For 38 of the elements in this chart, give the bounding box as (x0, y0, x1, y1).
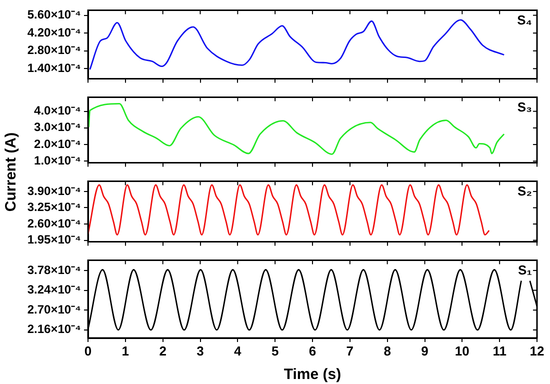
y-axis-title: Current (A) (2, 132, 20, 212)
y-tick-label: 1.95×10⁻⁴ (27, 232, 82, 247)
x-tick-label: 1 (122, 343, 130, 358)
x-tick-label: 4 (234, 343, 242, 358)
y-tick-label: 2.16×10⁻⁴ (27, 322, 82, 336)
y-tick-label: 4.0×10⁻⁴ (34, 104, 82, 118)
line-series (88, 102, 505, 155)
x-axis-title: Time (s) (284, 366, 342, 384)
y-tick-label: 3.90×10⁻⁴ (27, 184, 82, 198)
series-label: S₃ (517, 99, 532, 114)
x-tick-label: 7 (346, 343, 354, 358)
y-tick-label: 1.0×10⁻⁴ (34, 153, 82, 168)
line-series (89, 19, 505, 70)
x-tick-label: 3 (196, 343, 204, 358)
x-tick-label: 8 (384, 343, 391, 358)
y-tick-label: 2.60×10⁻⁴ (27, 216, 82, 230)
text: S₂ (518, 183, 532, 198)
x-tick-label: 12 (530, 343, 544, 358)
y-tick-label: 3.0×10⁻⁴ (34, 120, 82, 134)
y-tick-label: 3.24×10⁻⁴ (27, 282, 82, 297)
y-tick-label: 2.80×10⁻⁴ (27, 43, 82, 58)
text: S₄ (517, 12, 532, 28)
line-series (88, 184, 490, 236)
y-tick-label: 5.60×10⁻⁴ (27, 8, 82, 22)
legend-label: S₁ (518, 262, 532, 278)
y-tick-label: 4.20×10⁻⁴ (27, 25, 82, 40)
x-tick-label: 2 (159, 343, 166, 358)
y-tick-label: 2.70×10⁻⁴ (27, 302, 82, 316)
y-tick-label: 2.0×10⁻⁴ (34, 136, 82, 151)
x-tick-label: 11 (492, 343, 506, 358)
x-tick-label: 9 (421, 343, 428, 358)
x-tick-label: 5 (271, 343, 279, 358)
x-tick-label: 0 (84, 343, 92, 358)
y-tick-label: 3.78×10⁻⁴ (27, 262, 82, 277)
x-tick-label: 6 (308, 343, 316, 358)
y-tick-label: 1.40×10⁻⁴ (27, 60, 82, 75)
x-tick-label: 10 (454, 343, 470, 358)
y-tick-label: 3.25×10⁻⁴ (27, 200, 82, 214)
